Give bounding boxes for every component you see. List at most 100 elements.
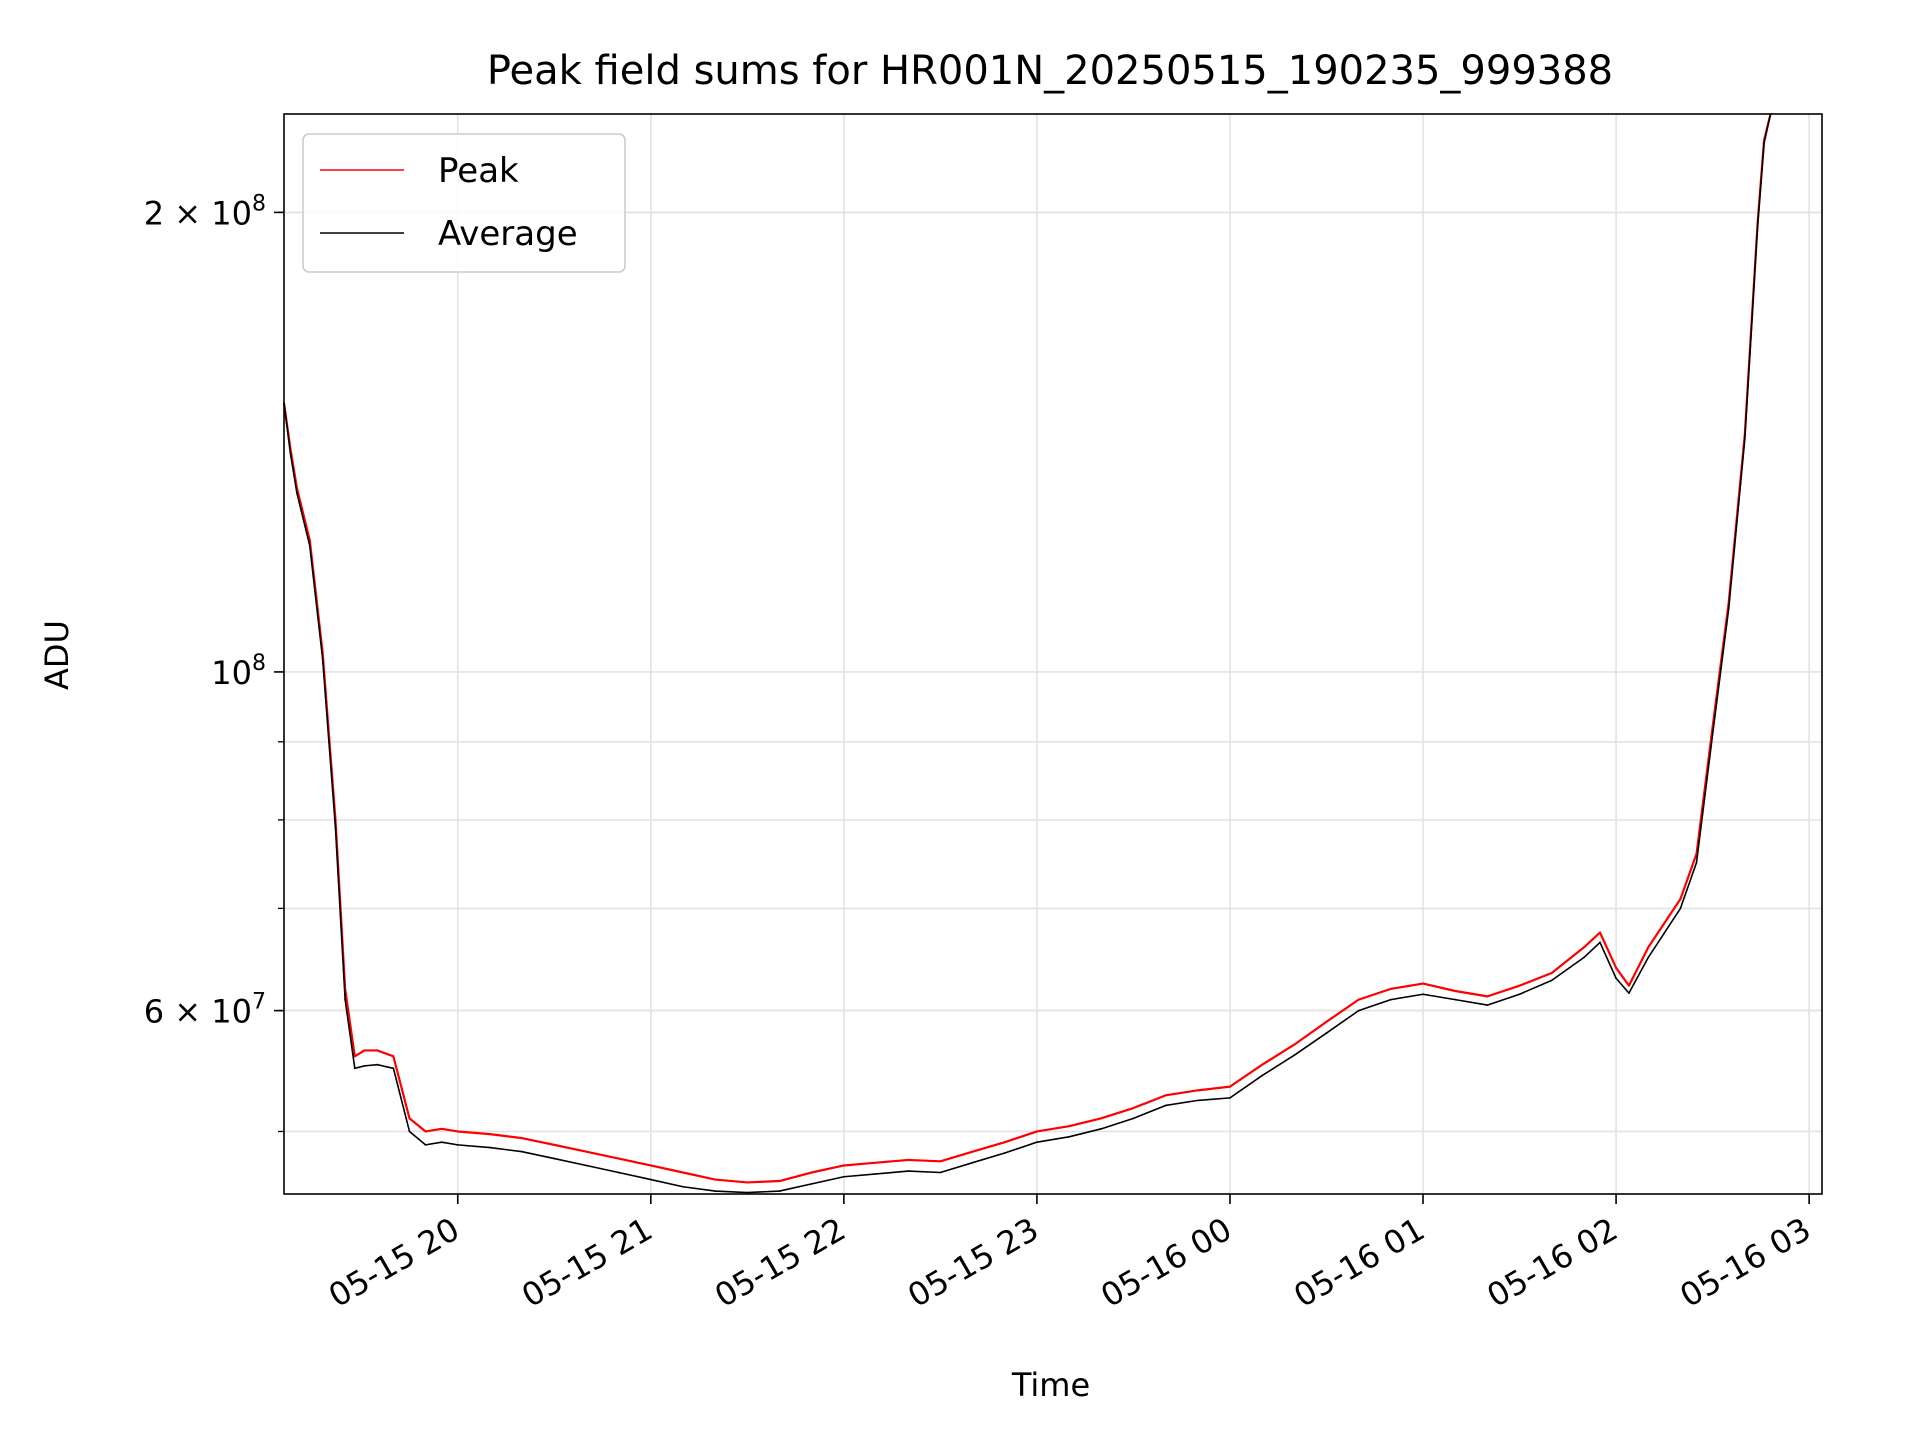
average-point	[1756, 224, 1759, 227]
average-point	[1599, 941, 1601, 944]
average-point	[1695, 861, 1698, 864]
y-axis-label: ADU	[38, 620, 76, 690]
average-point	[1711, 733, 1714, 736]
x-tick-label: 05-16 03	[1674, 1210, 1818, 1315]
peak-point	[1132, 1107, 1135, 1109]
peak-series-line	[282, 113, 1772, 1184]
average-point	[1743, 438, 1746, 441]
average-point	[746, 1191, 749, 1194]
peak-point	[1422, 982, 1424, 985]
peak-point	[1389, 987, 1392, 990]
chart-title: Peak field sums for HR001N_20250515_1902…	[487, 48, 1613, 94]
peak-point	[392, 1055, 395, 1058]
average-point	[295, 492, 298, 494]
x-tick-label: 05-15 20	[322, 1210, 466, 1315]
peak-point	[353, 1055, 356, 1058]
average-point	[1003, 1152, 1006, 1154]
peak-point	[649, 1164, 652, 1167]
peak-point	[1261, 1063, 1264, 1066]
peak-point	[408, 1117, 411, 1120]
series-layer	[282, 113, 1772, 1194]
average-point	[1615, 977, 1617, 980]
average-point	[810, 1182, 813, 1185]
peak-point	[440, 1127, 443, 1130]
peak-point	[842, 1164, 845, 1167]
peak-point	[1229, 1085, 1231, 1088]
average-point	[1293, 1054, 1296, 1057]
peak-point	[1357, 998, 1360, 1001]
y-tick-label: 6 × 107	[144, 990, 266, 1031]
average-point	[521, 1150, 523, 1153]
axes-layer: 05-15 20 05-15 21 05-15 22 05-15 23 05-16 00…	[144, 191, 1817, 1314]
peak-point	[1486, 995, 1489, 998]
average-point	[1229, 1096, 1231, 1099]
average-point	[1583, 956, 1585, 959]
peak-point	[1454, 990, 1457, 992]
peak-point	[1100, 1117, 1103, 1120]
average-point	[456, 1143, 459, 1146]
x-tick-label: 05-15 23	[901, 1210, 1045, 1315]
legend-peak-label: Peak	[438, 151, 519, 191]
peak-point	[971, 1150, 974, 1153]
average-point	[1068, 1135, 1070, 1138]
x-tick-label: 05-16 01	[1287, 1210, 1431, 1315]
peak-point	[1068, 1125, 1070, 1128]
average-point	[424, 1143, 427, 1146]
peak-point	[489, 1133, 491, 1136]
peak-point	[1647, 946, 1650, 949]
x-tick-label: 05-16 00	[1094, 1210, 1238, 1315]
peak-point	[376, 1049, 379, 1052]
peak-point	[1325, 1020, 1328, 1023]
peak-point	[1583, 946, 1585, 949]
peak-point	[682, 1171, 684, 1174]
average-point	[714, 1190, 717, 1192]
peak-point	[424, 1130, 427, 1133]
x-tick-label: 05-15 22	[708, 1210, 852, 1315]
peak-point	[939, 1160, 942, 1163]
average-point	[1679, 907, 1682, 910]
peak-point	[907, 1159, 910, 1161]
peak-point	[1550, 972, 1553, 974]
average-point	[1454, 998, 1457, 1001]
average-point	[344, 998, 347, 1001]
average-point	[1132, 1117, 1135, 1120]
legend-box	[302, 133, 626, 273]
peak-point	[1293, 1043, 1296, 1046]
average-point	[1100, 1127, 1103, 1130]
peak-point	[617, 1157, 620, 1160]
average-point	[1036, 1141, 1038, 1144]
peak-point	[810, 1171, 813, 1174]
legend-average-label: Average	[438, 214, 578, 254]
peak-point	[521, 1137, 523, 1140]
average-point	[440, 1141, 443, 1144]
peak-point	[875, 1161, 877, 1164]
peak-point	[553, 1143, 556, 1146]
average-point	[875, 1173, 877, 1175]
average-point	[489, 1146, 491, 1149]
x-axis-label: Time	[1011, 1366, 1090, 1404]
peak-point	[1679, 898, 1682, 900]
peak-point	[714, 1178, 717, 1181]
average-point	[1389, 998, 1392, 1001]
average-point	[907, 1170, 910, 1172]
legend: Peak Average	[302, 133, 626, 273]
y-tick-label: 2 × 108	[144, 191, 266, 232]
average-point	[289, 452, 292, 455]
average-point	[1261, 1074, 1264, 1077]
average-point	[778, 1190, 781, 1192]
peak-point	[363, 1049, 366, 1052]
average-point	[1196, 1099, 1199, 1102]
peak-point	[1164, 1094, 1167, 1097]
peak-point	[585, 1150, 588, 1153]
average-point	[1647, 956, 1650, 959]
plot-frame	[283, 113, 1823, 1195]
average-point	[1422, 993, 1424, 996]
peak-point	[1196, 1089, 1199, 1092]
peak-point	[746, 1181, 749, 1184]
average-point	[321, 657, 324, 660]
average-point	[1628, 992, 1630, 995]
average-point	[1357, 1009, 1360, 1012]
average-point	[408, 1130, 411, 1133]
average-point	[376, 1063, 379, 1066]
